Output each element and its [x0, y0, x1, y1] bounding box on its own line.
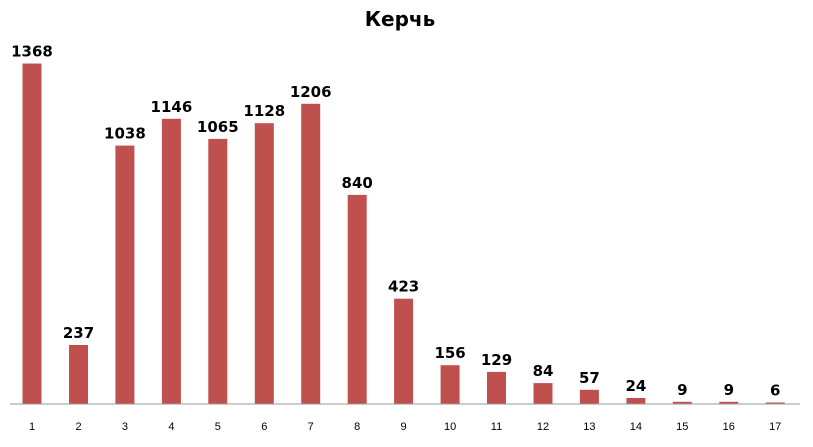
chart-title: Керчь	[365, 7, 436, 31]
bar-3	[115, 145, 135, 404]
bars-group	[22, 63, 785, 405]
data-label-17: 6	[770, 382, 780, 400]
x-tick-label-7: 7	[308, 421, 314, 433]
bar-6	[254, 123, 274, 404]
bar-2	[69, 345, 88, 404]
x-tick-label-16: 16	[723, 421, 735, 433]
bar-7	[301, 103, 321, 405]
data-label-6: 1128	[243, 102, 285, 120]
bar-17	[765, 402, 785, 404]
bar-14	[626, 398, 646, 404]
x-tick-label-13: 13	[583, 421, 595, 433]
bar-9	[394, 298, 414, 404]
data-label-1: 1368	[11, 43, 53, 61]
data-label-4: 1146	[151, 98, 193, 116]
bar-12	[533, 383, 553, 404]
x-tick-label-4: 4	[168, 421, 174, 433]
x-tick-label-14: 14	[630, 421, 642, 433]
x-tick-labels-group: 1 2 3 4 5 6 7 8 9 10 11 12 13 14 15 16 17	[29, 421, 781, 433]
bar-10	[440, 365, 460, 404]
x-tick-label-5: 5	[215, 421, 221, 433]
x-tick-label-3: 3	[122, 421, 128, 433]
data-label-11: 129	[481, 351, 512, 369]
bar-4	[161, 118, 181, 405]
bar-13	[579, 389, 599, 404]
x-tick-label-8: 8	[354, 421, 360, 433]
data-label-7: 1206	[290, 83, 332, 101]
x-tick-label-15: 15	[676, 421, 688, 433]
data-label-12: 84	[533, 362, 554, 380]
data-label-5: 1065	[197, 118, 239, 136]
x-tick-label-10: 10	[444, 421, 456, 433]
bar-5	[208, 138, 228, 404]
x-tick-label-6: 6	[261, 421, 267, 433]
data-label-16: 9	[724, 381, 734, 399]
bar-1	[22, 63, 42, 404]
bar-16	[719, 401, 739, 404]
x-tick-label-2: 2	[75, 421, 81, 433]
x-tick-label-12: 12	[537, 421, 549, 433]
x-tick-label-11: 11	[491, 421, 502, 433]
data-label-15: 9	[677, 381, 687, 399]
bar-15	[672, 401, 692, 404]
data-label-14: 24	[625, 377, 646, 395]
data-label-2: 237	[63, 324, 94, 342]
data-label-10: 156	[434, 344, 465, 362]
x-tick-label-9: 9	[401, 421, 407, 433]
bar-8	[347, 194, 367, 404]
bar-11	[487, 371, 506, 404]
data-label-8: 840	[342, 174, 373, 192]
data-label-3: 1038	[104, 125, 146, 143]
data-label-9: 423	[388, 278, 419, 296]
x-tick-label-17: 17	[769, 421, 781, 433]
x-tick-label-1: 1	[29, 421, 35, 433]
data-label-13: 57	[579, 369, 600, 387]
